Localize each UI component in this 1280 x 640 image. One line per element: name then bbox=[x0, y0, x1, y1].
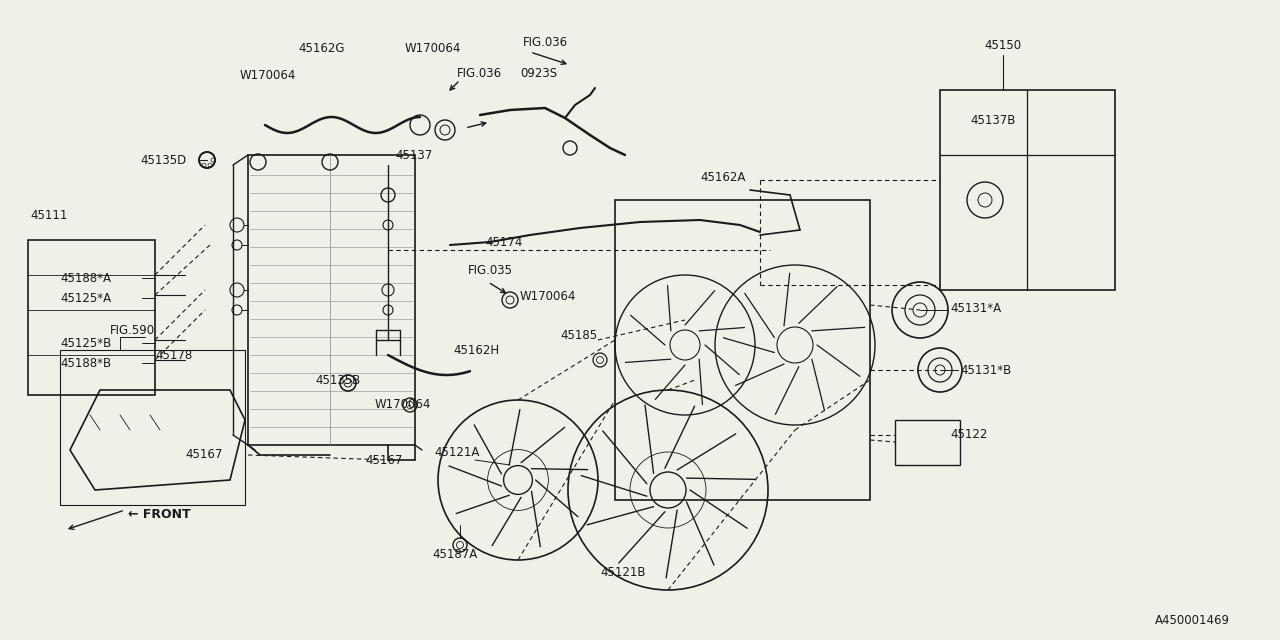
Text: 45150: 45150 bbox=[984, 38, 1021, 51]
Text: A450001469: A450001469 bbox=[1155, 614, 1230, 627]
Text: 45185: 45185 bbox=[561, 328, 598, 342]
Text: 45137B: 45137B bbox=[970, 113, 1015, 127]
Text: 45178: 45178 bbox=[155, 349, 192, 362]
Text: 45125*B: 45125*B bbox=[60, 337, 111, 349]
Text: 45162A: 45162A bbox=[700, 170, 745, 184]
Text: 45121B: 45121B bbox=[600, 566, 645, 579]
Bar bbox=[940, 90, 1115, 290]
Text: FIG.590: FIG.590 bbox=[110, 323, 155, 337]
Text: FIG.035: FIG.035 bbox=[468, 264, 513, 276]
Text: 45121A: 45121A bbox=[434, 445, 480, 458]
Text: 45131*A: 45131*A bbox=[950, 301, 1001, 314]
Text: 45111: 45111 bbox=[29, 209, 68, 221]
Text: 45137: 45137 bbox=[396, 148, 433, 161]
Text: W170064: W170064 bbox=[404, 42, 461, 54]
Text: 45131*B: 45131*B bbox=[960, 364, 1011, 376]
Text: W170064: W170064 bbox=[520, 289, 576, 303]
Text: 45187A: 45187A bbox=[433, 548, 477, 561]
Text: 45167: 45167 bbox=[186, 449, 223, 461]
Text: 45188*A: 45188*A bbox=[60, 271, 111, 285]
Text: 45122: 45122 bbox=[950, 429, 987, 442]
Text: ← FRONT: ← FRONT bbox=[128, 508, 191, 520]
Text: 45125*A: 45125*A bbox=[60, 291, 111, 305]
Text: 45174: 45174 bbox=[485, 236, 522, 248]
Text: FIG.036: FIG.036 bbox=[457, 67, 502, 79]
Text: 45167: 45167 bbox=[365, 454, 402, 467]
Text: 45188*B: 45188*B bbox=[60, 356, 111, 369]
Text: 45135D: 45135D bbox=[140, 154, 187, 166]
Text: 45162H: 45162H bbox=[453, 344, 499, 356]
Text: W170064: W170064 bbox=[375, 399, 431, 412]
Bar bbox=[60, 350, 244, 505]
Text: 45162G: 45162G bbox=[298, 42, 344, 54]
Text: FIG.036: FIG.036 bbox=[524, 35, 568, 49]
Text: 0923S: 0923S bbox=[520, 67, 557, 79]
Text: W170064: W170064 bbox=[241, 68, 297, 81]
Text: 45135B: 45135B bbox=[315, 374, 360, 387]
